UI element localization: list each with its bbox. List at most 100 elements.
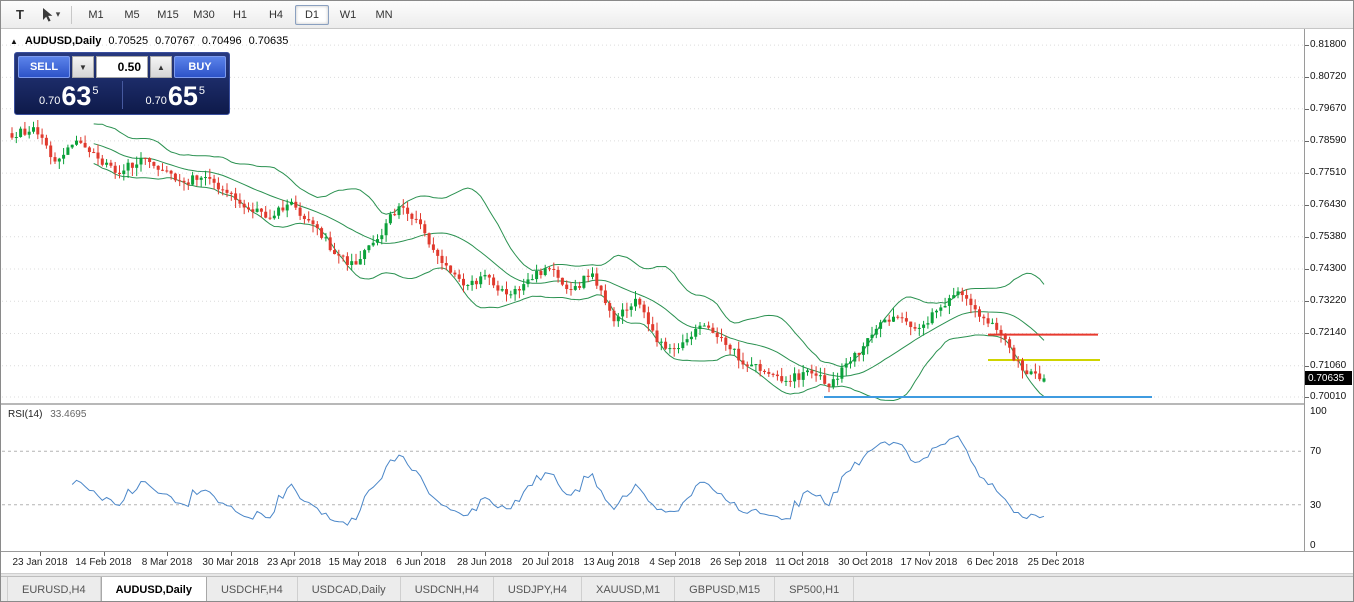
- timeframe-m30[interactable]: M30: [193, 8, 215, 21]
- timeframe-h1[interactable]: H1: [232, 8, 248, 21]
- time-axis-tick: [104, 552, 105, 556]
- time-axis-tick: [1056, 552, 1057, 556]
- one-click-trade-panel: SELL ▼ 0.50 ▲ BUY 0.70 63 5 0.70 65 5: [14, 52, 230, 115]
- time-axis-tick: [485, 552, 486, 556]
- price-axis-tick: [1305, 237, 1309, 238]
- rsi-axis-label: 70: [1310, 446, 1322, 458]
- tab-sp500-h1[interactable]: SP500,H1: [775, 577, 855, 601]
- timeframe-h4[interactable]: H4: [268, 8, 284, 21]
- buy-button[interactable]: BUY: [174, 56, 226, 78]
- time-axis-label: 23 Jan 2018: [12, 557, 68, 568]
- price-axis-tick: [1305, 205, 1309, 206]
- symbol-period-label: AUDUSD,Daily: [24, 35, 102, 47]
- collapse-trade-panel-arrow[interactable]: ▲: [10, 36, 18, 46]
- time-axis-label: 4 Sep 2018: [649, 557, 701, 568]
- timeframe-mn[interactable]: MN: [375, 8, 393, 21]
- rsi-axis-label: 100: [1310, 406, 1327, 417]
- tab-eurusd-h4[interactable]: EURUSD,H4: [7, 577, 101, 601]
- price-axis-tick: [1305, 397, 1309, 398]
- sell-quote-prefix: 0.70: [38, 95, 61, 107]
- tab-audusd-daily[interactable]: AUDUSD,Daily: [100, 577, 207, 601]
- tab-gbpusd-m15[interactable]: GBPUSD,M15: [675, 577, 776, 601]
- price-axis-label: 0.81800: [1310, 39, 1347, 51]
- cursor-tool-button[interactable]: ▾: [35, 3, 65, 27]
- rsi-chart-canvas[interactable]: [2, 405, 1304, 551]
- price-axis-tick: [1305, 109, 1309, 110]
- price-axis-label: 0.74300: [1310, 262, 1347, 274]
- time-axis-label: 23 Apr 2018: [267, 557, 321, 568]
- price-axis-tick: [1305, 269, 1309, 270]
- sell-quote[interactable]: 0.70 63 5: [18, 78, 120, 112]
- price-axis-label: 0.71060: [1310, 359, 1347, 371]
- ohlc-low: 0.70496: [201, 35, 242, 47]
- volume-increase-button[interactable]: ▲: [150, 56, 172, 78]
- price-axis-label: 0.76430: [1310, 199, 1347, 211]
- tab-usdjpy-h4[interactable]: USDJPY,H4: [494, 577, 582, 601]
- time-axis-label: 8 Mar 2018: [141, 557, 193, 568]
- time-axis-tick: [866, 552, 867, 556]
- price-axis-tick: [1305, 141, 1309, 142]
- price-axis-tick: [1305, 301, 1309, 302]
- price-axis-tick: [1305, 333, 1309, 334]
- chart-header: ▲ AUDUSD,Daily 0.70525 0.70767 0.70496 0…: [10, 35, 288, 47]
- timeframe-m5[interactable]: M5: [124, 8, 140, 21]
- time-axis-label: 25 Dec 2018: [1027, 557, 1085, 568]
- ohlc-open: 0.70525: [108, 35, 149, 47]
- price-axis-label: 0.78590: [1310, 134, 1347, 146]
- ohlc-high: 0.70767: [155, 35, 195, 47]
- time-axis[interactable]: 23 Jan 2018 14 Feb 2018 8 Mar 2018 30 Mar 2…: [2, 552, 1304, 573]
- price-axis-tick: [1305, 77, 1309, 78]
- buy-quote-pip: 5: [198, 85, 206, 97]
- tab-xauusd-m1[interactable]: XAUUSD,M1: [582, 577, 676, 601]
- buy-quote-prefix: 0.70: [145, 95, 167, 107]
- price-axis-label: 0.70010: [1310, 391, 1347, 403]
- rsi-name-label: RSI(14): [8, 409, 43, 420]
- time-axis-tick: [929, 552, 930, 556]
- price-axis[interactable]: 0.81800 0.80720 0.79670 0.78590 0.77510 0.764…: [1305, 29, 1353, 551]
- sell-quote-pip: 5: [92, 85, 99, 97]
- time-axis-label: 30 Mar 2018: [202, 557, 259, 568]
- time-axis-tick: [294, 552, 295, 556]
- timeframe-group: M1 M5 M15 M30 H1 H4 D1 W1 MN: [78, 4, 402, 25]
- tab-usdchf-h4[interactable]: USDCHF,H4: [207, 577, 298, 601]
- time-axis-tick: [802, 552, 803, 556]
- time-axis-tick: [993, 552, 994, 556]
- current-price-badge: 0.70635: [1305, 371, 1352, 386]
- time-axis-border: [1, 551, 1353, 552]
- rsi-axis-label: 0: [1310, 540, 1316, 551]
- volume-input[interactable]: 0.50: [96, 56, 148, 78]
- price-axis-tick: [1305, 173, 1309, 174]
- timeframe-d1[interactable]: D1: [295, 4, 329, 25]
- tab-usdcnh-h4[interactable]: USDCNH,H4: [401, 577, 494, 601]
- main-chart-area[interactable]: ▲ AUDUSD,Daily 0.70525 0.70767 0.70496 0…: [2, 29, 1304, 403]
- candlestick-chart-canvas[interactable]: [2, 29, 1304, 403]
- sell-quote-big: 63: [61, 81, 92, 111]
- time-axis-tick: [675, 552, 676, 556]
- toolbar-separator: [71, 5, 72, 24]
- timeframe-w1[interactable]: W1: [339, 8, 357, 21]
- pane-splitter[interactable]: [1, 403, 1353, 405]
- price-axis-label: 0.72140: [1310, 327, 1347, 339]
- toolbar: T ▾ M1 M5 M15 M30 H1 H4 D1 W1 MN: [1, 1, 1353, 29]
- text-tool-button[interactable]: T: [5, 3, 35, 27]
- sell-button[interactable]: SELL: [18, 56, 70, 78]
- tab-bar: EURUSD,H4 AUDUSD,Daily USDCHF,H4 USDCAD,Dai…: [1, 576, 1353, 601]
- buy-quote[interactable]: 0.70 65 5: [125, 78, 227, 112]
- volume-decrease-button[interactable]: ▼: [72, 56, 94, 78]
- price-axis-label: 0.73220: [1310, 295, 1347, 307]
- timeframe-m15[interactable]: M15: [157, 8, 179, 21]
- time-axis-tick: [231, 552, 232, 556]
- timeframe-m1[interactable]: M1: [88, 8, 104, 21]
- time-axis-label: 13 Aug 2018: [583, 557, 640, 568]
- time-axis-tick: [548, 552, 549, 556]
- tab-usdcad-daily[interactable]: USDCAD,Daily: [298, 577, 401, 601]
- bottom-strip: [1, 573, 1353, 576]
- buy-quote-big: 65: [167, 81, 198, 111]
- quote-divider: [121, 81, 123, 109]
- ohlc-close: 0.70635: [248, 35, 289, 47]
- time-axis-label: 20 Jul 2018: [522, 557, 574, 568]
- chevron-down-icon: ▾: [55, 9, 61, 19]
- time-axis-label: 28 Jun 2018: [456, 557, 513, 568]
- rsi-indicator-pane[interactable]: RSI(14) 33.4695: [2, 405, 1304, 551]
- price-axis-label: 0.80720: [1310, 71, 1347, 83]
